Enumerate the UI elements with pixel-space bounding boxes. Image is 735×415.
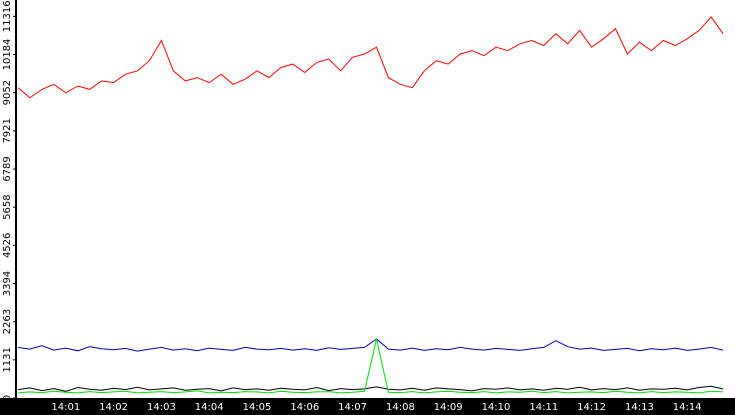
y-tick-label: 2263 bbox=[2, 309, 13, 334]
x-tick-label: 14:09 bbox=[434, 402, 463, 413]
y-tick-label: 9052 bbox=[2, 80, 13, 105]
x-tick-label: 14:06 bbox=[290, 402, 319, 413]
series-line bbox=[17, 385, 724, 392]
y-tick-label: 0 bbox=[2, 395, 13, 401]
y-tick-label: 7921 bbox=[2, 118, 13, 143]
series-line bbox=[17, 16, 724, 99]
x-tick-label: 14:13 bbox=[625, 402, 654, 413]
x-tick-label: 14:03 bbox=[147, 402, 176, 413]
x-tick-label: 14:14 bbox=[673, 402, 702, 413]
y-tick-label: 5658 bbox=[2, 194, 13, 219]
x-tick-label: 14:11 bbox=[529, 402, 558, 413]
x-tick-label: 14:10 bbox=[482, 402, 511, 413]
x-tick-label: 14:05 bbox=[243, 402, 272, 413]
x-axis-band bbox=[0, 398, 735, 415]
x-tick-label: 14:07 bbox=[338, 402, 367, 413]
x-tick-label: 14:01 bbox=[51, 402, 80, 413]
y-tick-label: 11316 bbox=[2, 0, 13, 32]
y-tick-label: 3394 bbox=[2, 271, 13, 296]
y-tick-label: 1131 bbox=[2, 347, 13, 372]
x-tick-label: 14:08 bbox=[386, 402, 415, 413]
y-tick-label: 6789 bbox=[2, 156, 13, 181]
series-line bbox=[17, 338, 724, 394]
x-tick-label: 14:12 bbox=[577, 402, 606, 413]
x-tick-label: 14:02 bbox=[99, 402, 128, 413]
series-line bbox=[17, 338, 724, 352]
x-tick-label: 14:04 bbox=[195, 402, 224, 413]
y-tick-label: 10184 bbox=[2, 39, 13, 71]
y-tick-label: 4526 bbox=[2, 233, 13, 258]
